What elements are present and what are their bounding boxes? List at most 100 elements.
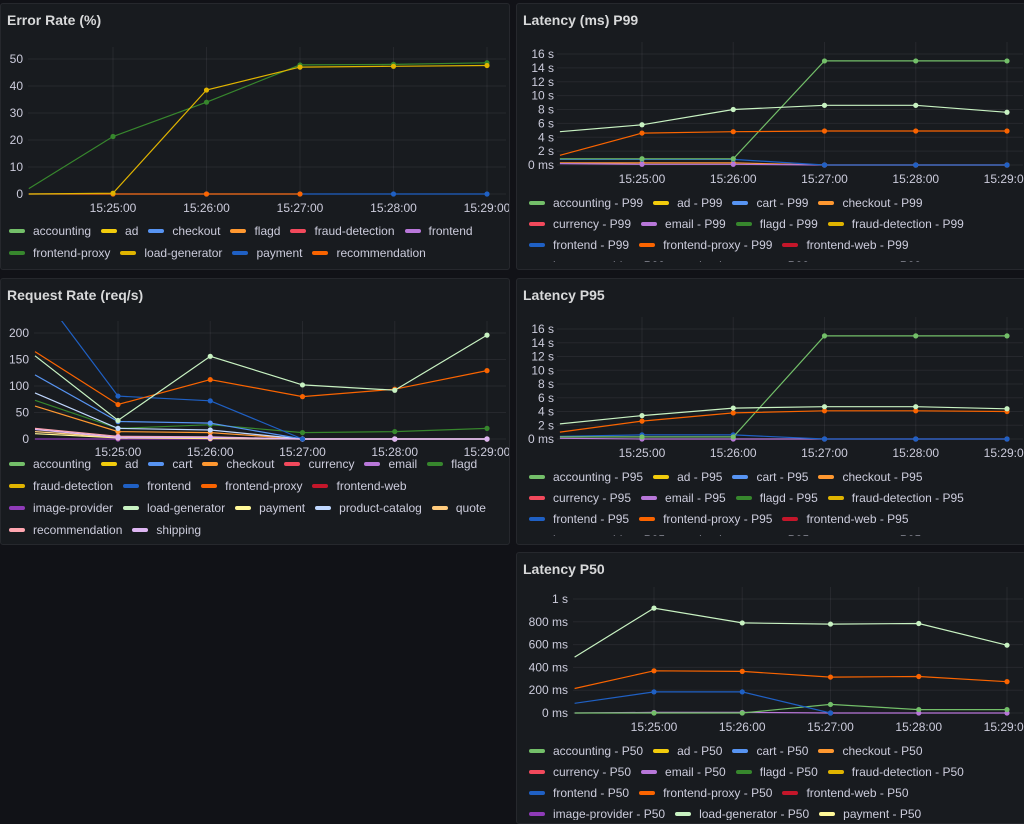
data-point[interactable] [730, 106, 736, 113]
data-point[interactable] [821, 333, 828, 339]
data-point[interactable] [913, 408, 919, 414]
legend-item[interactable]: frontend-web - P99 [782, 234, 909, 255]
legend-item[interactable]: fraud-detection - P99 [827, 213, 964, 234]
legend-item[interactable]: checkout [148, 220, 220, 241]
data-point[interactable] [115, 401, 121, 408]
data-point[interactable] [821, 436, 828, 442]
series-line[interactable] [559, 60, 1007, 160]
legend-item[interactable]: flagd - P99 [735, 213, 818, 234]
legend-item[interactable]: load-generator [123, 497, 225, 518]
data-point[interactable] [916, 620, 922, 627]
legend-item[interactable]: frontend-proxy - P95 [639, 508, 772, 529]
data-point[interactable] [1004, 58, 1010, 64]
data-point[interactable] [297, 64, 303, 70]
legend-item[interactable]: quote [431, 497, 486, 518]
legend-item[interactable]: frontend [123, 475, 191, 496]
legend-item[interactable]: load-generator - P95 [675, 529, 809, 537]
data-point[interactable] [1004, 406, 1010, 412]
data-point[interactable] [115, 425, 121, 431]
legend-item[interactable]: currency - P50 [529, 761, 631, 782]
legend-item[interactable]: ad - P95 [653, 466, 722, 487]
legend-item[interactable]: cart - P95 [732, 466, 808, 487]
legend-item[interactable]: flagd [230, 220, 280, 241]
series-line[interactable] [559, 104, 1008, 133]
legend-item[interactable]: currency - P99 [529, 213, 631, 234]
legend-item[interactable]: image-provider - P95 [529, 529, 665, 537]
data-point[interactable] [639, 122, 645, 128]
data-point[interactable] [639, 156, 645, 162]
data-point[interactable] [1004, 109, 1010, 115]
data-point[interactable] [821, 102, 828, 108]
data-point[interactable] [913, 102, 919, 108]
legend-item[interactable]: checkout - P95 [818, 466, 923, 487]
legend-item[interactable]: checkout - P50 [818, 740, 923, 761]
series-line[interactable] [574, 607, 1008, 658]
data-point[interactable] [639, 434, 645, 440]
data-point[interactable] [207, 427, 213, 433]
legend-item[interactable]: accounting [9, 220, 91, 241]
legend-item[interactable]: currency - P95 [529, 487, 631, 508]
series-line[interactable] [574, 691, 831, 714]
data-point[interactable] [1004, 128, 1010, 134]
legend-item[interactable]: image-provider - P99 [529, 255, 665, 263]
data-point[interactable] [484, 425, 490, 431]
legend-item[interactable]: currency [284, 453, 354, 474]
data-point[interactable] [913, 404, 919, 410]
data-point[interactable] [639, 418, 645, 424]
data-point[interactable] [299, 382, 306, 388]
data-point[interactable] [207, 434, 213, 441]
legend-item[interactable]: cart - P50 [732, 740, 808, 761]
legend-item[interactable]: ad [101, 453, 138, 474]
legend-item[interactable]: email - P95 [641, 487, 726, 508]
legend-item[interactable]: frontend-proxy [201, 475, 302, 496]
legend-item[interactable]: load-generator [120, 242, 222, 263]
data-point[interactable] [390, 191, 397, 197]
data-point[interactable] [484, 62, 490, 69]
legend-item[interactable]: frontend-web [312, 475, 407, 496]
legend-item[interactable]: recommendation [312, 242, 426, 263]
data-point[interactable] [297, 191, 303, 197]
legend-item[interactable]: frontend-proxy [9, 242, 110, 263]
legend-item[interactable]: ad - P50 [653, 740, 722, 761]
legend-item[interactable]: accounting - P99 [529, 192, 643, 213]
series-line[interactable] [559, 410, 1008, 433]
data-point[interactable] [739, 689, 745, 695]
data-point[interactable] [651, 668, 657, 674]
legend-item[interactable]: shipping [132, 519, 201, 540]
legend-item[interactable]: fraud-detection [9, 475, 113, 496]
series-line[interactable] [34, 351, 488, 406]
legend-item[interactable]: accounting - P50 [529, 740, 643, 761]
legend-item[interactable]: flagd - P50 [735, 761, 818, 782]
data-point[interactable] [739, 620, 745, 626]
legend-item[interactable]: load-generator - P99 [675, 255, 809, 263]
legend-item[interactable]: email [364, 453, 417, 474]
data-point[interactable] [913, 58, 919, 64]
data-point[interactable] [821, 404, 828, 410]
legend-item[interactable]: payment [232, 242, 302, 263]
data-point[interactable] [739, 710, 745, 716]
data-point[interactable] [203, 99, 210, 105]
data-point[interactable] [651, 689, 657, 695]
legend-item[interactable]: frontend-proxy - P99 [639, 234, 772, 255]
data-point[interactable] [827, 701, 834, 708]
legend-item[interactable]: recommendation [9, 519, 122, 540]
series-line[interactable] [28, 64, 488, 195]
legend-item[interactable]: checkout [202, 453, 274, 474]
data-point[interactable] [207, 353, 213, 359]
series-line[interactable] [35, 285, 303, 440]
data-point[interactable] [730, 129, 736, 135]
data-point[interactable] [115, 417, 121, 424]
legend-item[interactable]: accounting - P95 [529, 466, 643, 487]
legend-item[interactable]: cart [148, 453, 192, 474]
data-point[interactable] [484, 191, 490, 197]
series-line[interactable] [559, 130, 1007, 156]
legend-item[interactable]: frontend [404, 220, 473, 241]
legend-item[interactable]: product-catalog [315, 497, 422, 518]
series-line[interactable] [574, 703, 1007, 714]
data-point[interactable] [110, 190, 116, 196]
data-point[interactable] [207, 377, 213, 383]
legend-item[interactable]: image-provider [9, 497, 113, 518]
data-point[interactable] [1004, 436, 1010, 442]
data-point[interactable] [207, 398, 213, 404]
data-point[interactable] [916, 673, 922, 680]
